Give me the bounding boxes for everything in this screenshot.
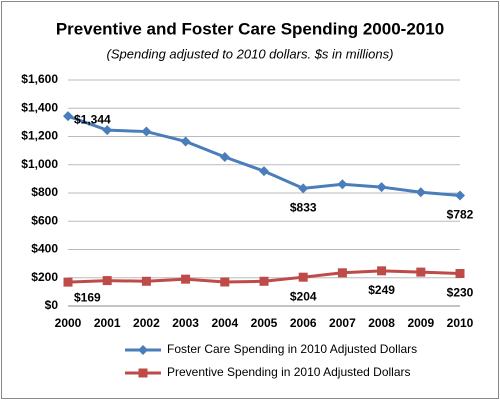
data-label: $169: [74, 290, 101, 304]
point: [219, 151, 230, 162]
x-tick-label: 2006: [290, 316, 317, 330]
y-tick-label: $1,200: [21, 129, 58, 143]
point: [220, 277, 230, 287]
point: [376, 182, 387, 193]
point: [102, 125, 113, 136]
point: [415, 187, 426, 198]
x-tick-label: 2009: [407, 316, 434, 330]
point: [298, 272, 308, 282]
data-label: $230: [447, 286, 474, 300]
point: [63, 111, 73, 122]
point: [455, 269, 465, 279]
legend-label: Preventive Spending in 2010 Adjusted Dol…: [167, 365, 411, 379]
y-tick-label: $0: [45, 298, 59, 312]
data-label: $782: [447, 208, 474, 222]
chart-title: Preventive and Foster Care Spending 2000…: [56, 19, 444, 38]
x-tick-label: 2004: [211, 316, 238, 330]
data-label: $249: [368, 283, 395, 297]
x-tick-label: 2001: [94, 316, 121, 330]
point: [102, 276, 112, 286]
point: [141, 126, 152, 137]
y-tick-label: $1,400: [21, 100, 58, 114]
point: [181, 274, 191, 284]
legend-label: Foster Care Spending in 2010 Adjusted Do…: [167, 342, 417, 356]
point: [63, 277, 73, 287]
x-tick-label: 2003: [172, 316, 199, 330]
y-tick-label: $200: [31, 270, 58, 284]
data-label: $204: [290, 289, 317, 303]
y-tick-label: $600: [31, 213, 58, 227]
y-tick-label: $1,600: [21, 72, 58, 86]
point: [337, 268, 347, 278]
point: [298, 183, 309, 194]
point: [180, 136, 191, 147]
point: [141, 276, 151, 286]
point: [259, 166, 269, 177]
point: [377, 266, 387, 276]
legend-marker: [138, 368, 148, 378]
chart-subtitle: (Spending adjusted to 2010 dollars. $s i…: [107, 46, 394, 61]
x-tick-label: 2000: [55, 316, 82, 330]
point: [455, 190, 465, 201]
x-tick-label: 2010: [447, 316, 474, 330]
x-tick-label: 2007: [329, 316, 356, 330]
data-label: $1,344: [74, 112, 111, 126]
legend-marker: [138, 345, 148, 355]
point: [416, 267, 426, 277]
y-tick-label: $1,000: [21, 157, 58, 171]
x-tick-label: 2005: [251, 316, 278, 330]
data-label: $833: [290, 201, 317, 215]
point: [337, 179, 348, 190]
y-tick-label: $800: [31, 185, 58, 199]
x-tick-label: 2008: [368, 316, 395, 330]
x-tick-label: 2002: [133, 316, 160, 330]
y-tick-label: $400: [31, 242, 58, 256]
point: [259, 276, 269, 286]
